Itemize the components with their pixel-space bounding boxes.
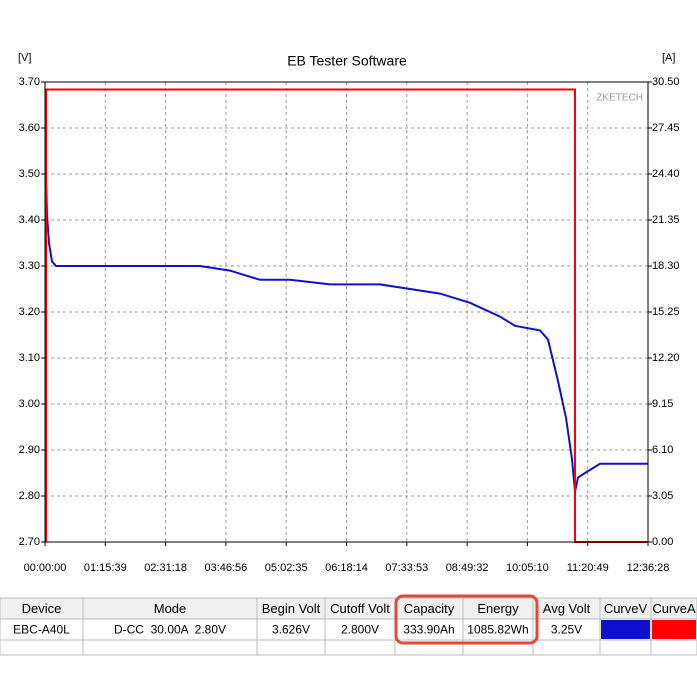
y-tick-label: 3.60 bbox=[19, 122, 40, 134]
x-tick-label: 07:33:53 bbox=[385, 562, 428, 574]
y2-tick-label: 15.25 bbox=[652, 306, 680, 318]
x-tick-label: 05:02:35 bbox=[265, 562, 308, 574]
y-tick-label: 3.50 bbox=[19, 168, 40, 180]
y-tick-label: 2.70 bbox=[19, 536, 40, 548]
x-tick-label: 01:15:39 bbox=[84, 562, 127, 574]
table-header: Cutoff Volt bbox=[330, 601, 390, 616]
table-header: Begin Volt bbox=[262, 601, 321, 616]
y-tick-label: 3.70 bbox=[19, 76, 40, 88]
y2-tick-label: 18.30 bbox=[652, 260, 680, 272]
table-header: Mode bbox=[154, 601, 187, 616]
y2-axis-label: [A] bbox=[662, 52, 675, 64]
y-tick-label: 3.20 bbox=[19, 306, 40, 318]
x-tick-label: 06:18:14 bbox=[325, 562, 368, 574]
x-tick-label: 12:36:28 bbox=[627, 562, 670, 574]
table-cell: 3.25V bbox=[551, 623, 582, 637]
y-tick-label: 3.00 bbox=[19, 398, 40, 410]
y2-tick-label: 30.50 bbox=[652, 76, 680, 88]
chart-title: EB Tester Software bbox=[287, 53, 407, 69]
curve-swatch bbox=[601, 620, 650, 639]
x-tick-label: 11:20:49 bbox=[567, 562, 609, 574]
curve-swatch bbox=[652, 620, 696, 639]
y-tick-label: 3.40 bbox=[19, 214, 40, 226]
table-header: Avg Volt bbox=[543, 601, 591, 616]
y2-tick-label: 27.45 bbox=[652, 122, 680, 134]
x-tick-label: 08:49:32 bbox=[446, 562, 489, 574]
y-tick-label: 2.90 bbox=[19, 444, 40, 456]
table-header: CurveV bbox=[604, 601, 648, 616]
y2-tick-label: 0.00 bbox=[652, 536, 673, 548]
table-header: Energy bbox=[477, 601, 519, 616]
table-cell: 2.800V bbox=[341, 623, 379, 637]
highlight-box bbox=[394, 594, 539, 645]
y2-tick-label: 12.20 bbox=[652, 352, 680, 364]
table-header: Capacity bbox=[404, 601, 455, 616]
y2-tick-label: 6.10 bbox=[652, 444, 673, 456]
x-tick-label: 03:46:56 bbox=[204, 562, 247, 574]
y2-tick-label: 24.40 bbox=[652, 168, 680, 180]
x-tick-label: 00:00:00 bbox=[24, 562, 67, 574]
y2-tick-label: 21.35 bbox=[652, 214, 680, 226]
y-tick-label: 3.30 bbox=[19, 260, 40, 272]
table-header: CurveA bbox=[652, 601, 696, 616]
y2-tick-label: 3.05 bbox=[652, 490, 673, 502]
plot-frame bbox=[44, 81, 649, 543]
y-axis-label: [V] bbox=[18, 52, 31, 64]
y2-tick-label: 9.15 bbox=[652, 398, 673, 410]
x-tick-label: 10:05:10 bbox=[506, 562, 549, 574]
y-tick-label: 2.80 bbox=[19, 490, 40, 502]
table-cell: 1085.82Wh bbox=[467, 623, 528, 637]
grid: 2.70 2.80 2.90 3.00 3.10 3.20 3.30 3.40 3.50 3.60… bbox=[19, 76, 680, 574]
table-cell: 3.626V bbox=[272, 623, 310, 637]
x-tick-label: 02:31:18 bbox=[144, 562, 187, 574]
table-header: Device bbox=[22, 601, 62, 616]
table-cell: 333.90Ah bbox=[403, 623, 454, 637]
table-cell: EBC-A40L bbox=[13, 623, 70, 637]
y-tick-label: 3.10 bbox=[19, 352, 40, 364]
table: Device Mode Begin Volt Cutoff Volt Capacity E… bbox=[0, 597, 697, 656]
watermark: ZKETECH bbox=[596, 93, 643, 104]
table-cell: D-CC 30.00A 2.80V bbox=[114, 623, 226, 637]
